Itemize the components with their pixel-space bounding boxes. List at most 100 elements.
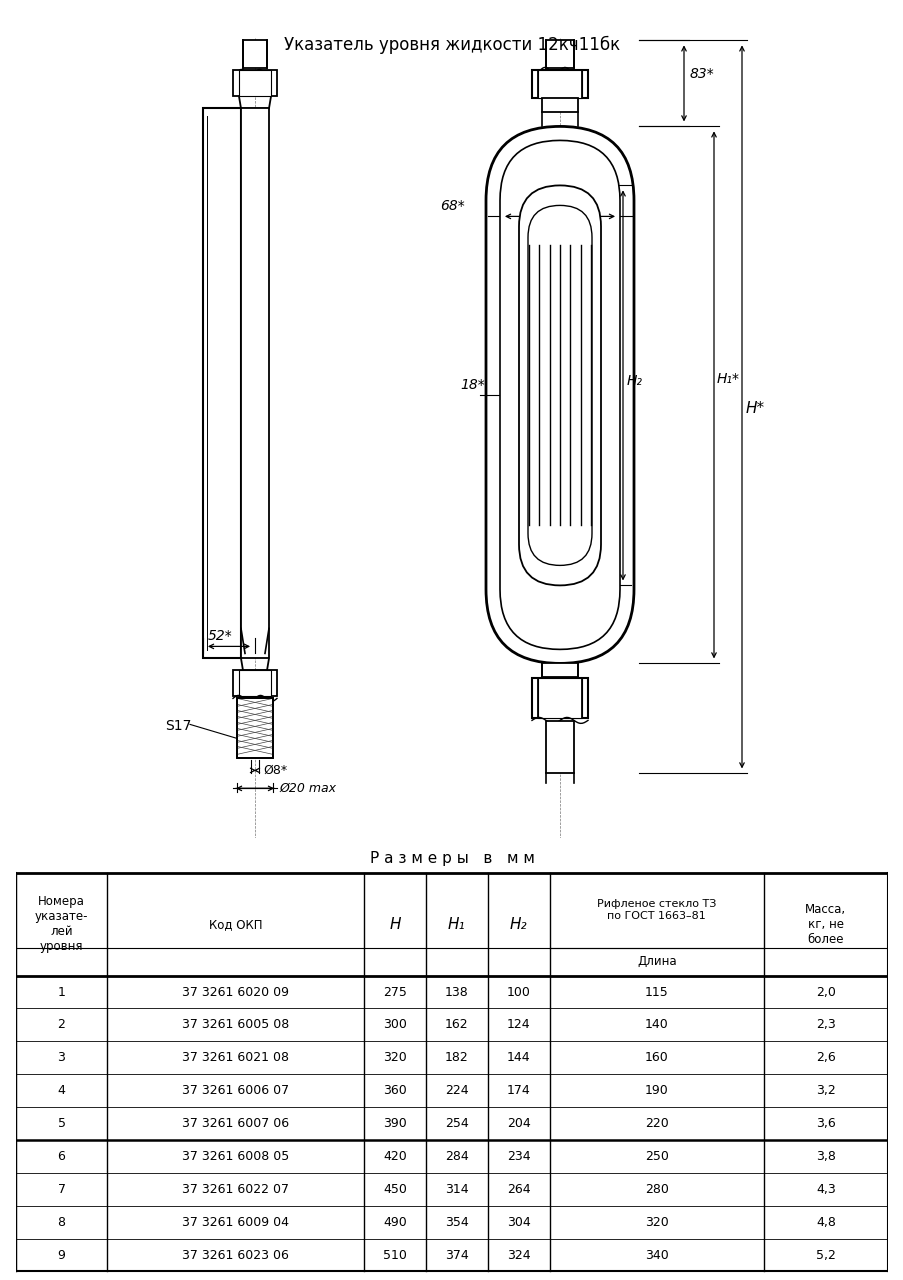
Text: 320: 320 (644, 1216, 668, 1229)
Text: 37 3261 6022 07: 37 3261 6022 07 (182, 1183, 288, 1196)
Text: 124: 124 (507, 1019, 530, 1032)
Text: 100: 100 (507, 986, 530, 998)
Bar (241, 109, 269, 658)
Text: 250: 250 (644, 1149, 668, 1164)
Text: H: H (388, 916, 400, 932)
Text: 304: 304 (507, 1216, 530, 1229)
Text: 3,2: 3,2 (815, 1084, 834, 1097)
Text: 2: 2 (58, 1019, 65, 1032)
Bar (531, 70, 587, 99)
Text: 284: 284 (444, 1149, 468, 1164)
Text: H₂: H₂ (509, 916, 526, 932)
Text: 4,8: 4,8 (815, 1216, 835, 1229)
Text: 6: 6 (58, 1149, 65, 1164)
FancyBboxPatch shape (486, 127, 633, 663)
Text: 9: 9 (58, 1248, 65, 1262)
Text: 190: 190 (644, 1084, 668, 1097)
Text: 37 3261 6007 06: 37 3261 6007 06 (182, 1117, 289, 1130)
Text: 254: 254 (444, 1117, 468, 1130)
Bar (537, 70, 582, 99)
Text: 7: 7 (58, 1183, 65, 1196)
Text: Рифленое стекло ТЗ
по ГОСТ 1663–81: Рифленое стекло ТЗ по ГОСТ 1663–81 (596, 900, 716, 922)
Text: 3: 3 (58, 1051, 65, 1064)
Text: 224: 224 (444, 1084, 468, 1097)
Text: 314: 314 (444, 1183, 468, 1196)
Text: 83*: 83* (689, 68, 714, 82)
Text: 5,2: 5,2 (815, 1248, 835, 1262)
Text: 2,3: 2,3 (815, 1019, 834, 1032)
FancyBboxPatch shape (527, 205, 591, 566)
Text: Номера
указате-
лей
уровня: Номера указате- лей уровня (34, 895, 88, 954)
Text: 5: 5 (58, 1117, 65, 1130)
Bar (233, 70, 276, 96)
Text: 140: 140 (644, 1019, 668, 1032)
Text: 37 3261 6006 07: 37 3261 6006 07 (182, 1084, 289, 1097)
Text: 144: 144 (507, 1051, 530, 1064)
Text: 300: 300 (383, 1019, 406, 1032)
Text: H₁*: H₁* (716, 372, 740, 387)
Bar (238, 671, 271, 696)
Text: 510: 510 (383, 1248, 406, 1262)
Bar (237, 699, 273, 758)
Text: Масса,
кг, не
более: Масса, кг, не более (805, 902, 845, 946)
Text: Ø20 max: Ø20 max (279, 781, 336, 795)
Text: 174: 174 (507, 1084, 530, 1097)
Bar (542, 99, 577, 113)
Text: 37 3261 6023 06: 37 3261 6023 06 (182, 1248, 288, 1262)
Bar (233, 671, 276, 696)
Bar (545, 722, 573, 773)
Text: 2,0: 2,0 (815, 986, 835, 998)
Text: 320: 320 (383, 1051, 406, 1064)
Bar (542, 663, 577, 677)
Text: H₂: H₂ (627, 374, 642, 388)
FancyBboxPatch shape (518, 186, 600, 585)
Text: 68*: 68* (440, 200, 464, 214)
Text: 37 3261 6020 09: 37 3261 6020 09 (182, 986, 288, 998)
Text: Указатель уровня жидкости 12кч11бк: Указатель уровня жидкости 12кч11бк (284, 36, 619, 54)
Text: 160: 160 (644, 1051, 668, 1064)
Text: H₁: H₁ (448, 916, 465, 932)
Text: 490: 490 (383, 1216, 406, 1229)
Bar (243, 41, 266, 68)
Text: 340: 340 (644, 1248, 668, 1262)
Text: 4: 4 (58, 1084, 65, 1097)
Text: 374: 374 (444, 1248, 468, 1262)
Text: 52*: 52* (208, 630, 232, 644)
Text: Р а з м е р ы   в   м м: Р а з м е р ы в м м (369, 851, 534, 867)
Text: Длина: Длина (637, 955, 675, 968)
Text: Ø8*: Ø8* (263, 763, 287, 777)
Text: 204: 204 (507, 1117, 530, 1130)
Bar (203, 109, 241, 658)
Text: 8: 8 (58, 1216, 65, 1229)
Text: S17: S17 (165, 719, 191, 733)
Text: 450: 450 (383, 1183, 406, 1196)
Text: Код ОКП: Код ОКП (209, 918, 262, 931)
Bar (238, 70, 271, 96)
Text: 1: 1 (58, 986, 65, 998)
Text: 324: 324 (507, 1248, 530, 1262)
Text: 3,8: 3,8 (815, 1149, 835, 1164)
Bar (531, 678, 587, 718)
Text: 37 3261 6009 04: 37 3261 6009 04 (182, 1216, 288, 1229)
Text: 264: 264 (507, 1183, 530, 1196)
Text: 360: 360 (383, 1084, 406, 1097)
FancyBboxPatch shape (499, 141, 619, 649)
Text: 2,6: 2,6 (815, 1051, 834, 1064)
Text: 354: 354 (444, 1216, 468, 1229)
Text: 18*: 18* (460, 379, 484, 393)
Text: 37 3261 6008 05: 37 3261 6008 05 (182, 1149, 289, 1164)
Text: 275: 275 (383, 986, 406, 998)
Text: 182: 182 (444, 1051, 468, 1064)
Text: 138: 138 (444, 986, 468, 998)
Text: 234: 234 (507, 1149, 530, 1164)
Text: 162: 162 (444, 1019, 468, 1032)
Text: 115: 115 (644, 986, 668, 998)
Text: 4,3: 4,3 (815, 1183, 834, 1196)
Text: 3,6: 3,6 (815, 1117, 834, 1130)
Text: 420: 420 (383, 1149, 406, 1164)
Text: 280: 280 (644, 1183, 668, 1196)
Bar (537, 678, 582, 718)
Text: 220: 220 (644, 1117, 668, 1130)
Text: 390: 390 (383, 1117, 406, 1130)
Bar (545, 41, 573, 68)
